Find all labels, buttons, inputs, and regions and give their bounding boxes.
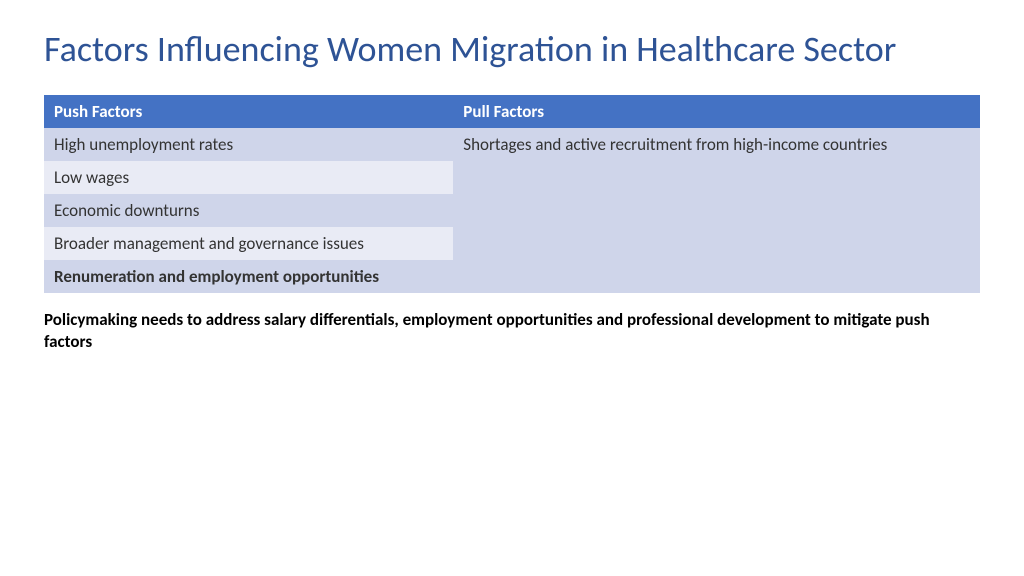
- push-header: Push Factors: [44, 95, 453, 128]
- factors-table: Push Factors Pull Factors High unemploym…: [44, 95, 980, 293]
- table-header-row: Push Factors Pull Factors: [44, 95, 980, 128]
- pull-cell: Shortages and active recruitment from hi…: [453, 128, 980, 293]
- table-row: High unemployment rates Shortages and ac…: [44, 128, 980, 161]
- pull-header: Pull Factors: [453, 95, 980, 128]
- push-cell: Economic downturns: [44, 194, 453, 227]
- slide-title: Factors Influencing Women Migration in H…: [44, 28, 980, 71]
- table-body: High unemployment rates Shortages and ac…: [44, 128, 980, 293]
- footer-note: Policymaking needs to address salary dif…: [44, 309, 980, 353]
- push-cell: High unemployment rates: [44, 128, 453, 161]
- push-cell: Renumeration and employment opportunitie…: [44, 260, 453, 293]
- push-cell: Broader management and governance issues: [44, 227, 453, 260]
- push-cell: Low wages: [44, 161, 453, 194]
